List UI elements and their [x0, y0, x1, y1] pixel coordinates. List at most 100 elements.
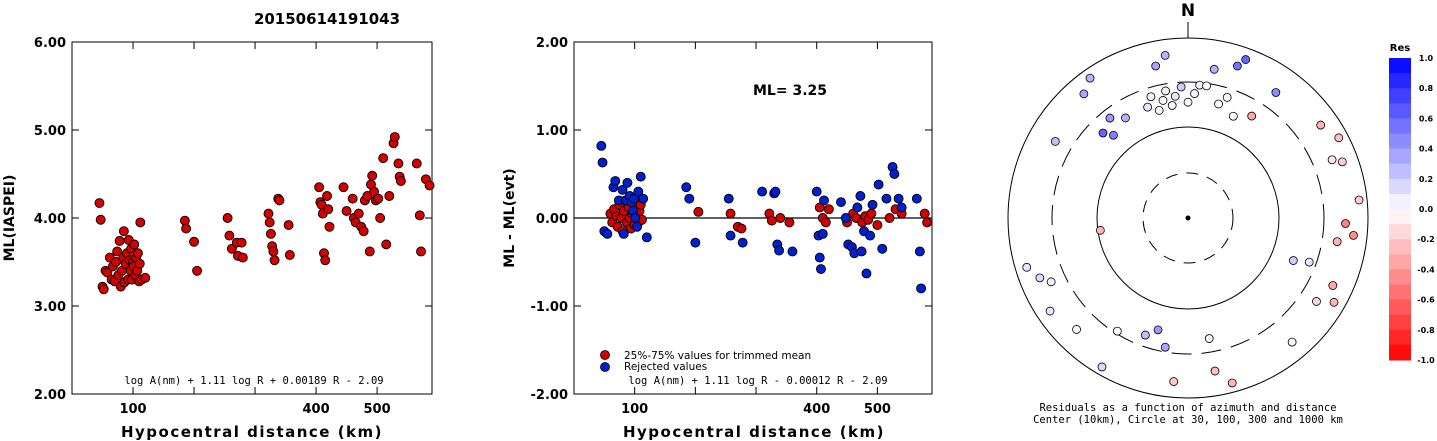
ml-point [320, 255, 331, 266]
colorbar-tick-label: -0.8 [1417, 326, 1435, 335]
ml-point [140, 272, 151, 283]
trimmed-point [736, 223, 747, 234]
ml-point [222, 213, 233, 223]
colorbar-cell [1389, 284, 1411, 301]
rejected-point [873, 179, 884, 190]
trimmed-point [820, 217, 831, 228]
residual-chart-ytick-label: -2.00 [531, 388, 568, 403]
ml-point [135, 217, 146, 228]
rejected-point [633, 186, 644, 197]
rejected-point [816, 264, 826, 274]
rejected-point [817, 228, 828, 239]
circle-100km [1096, 126, 1280, 310]
station-residual-point [1349, 230, 1358, 240]
rejected-point [770, 186, 781, 197]
station-residual-point [1050, 136, 1060, 146]
figure-title: 20150614191043 [254, 10, 400, 28]
colorbar-cell [1389, 58, 1411, 74]
trimmed-point [866, 208, 877, 219]
station-residual-point [1183, 97, 1193, 107]
residual-chart-points [596, 140, 933, 294]
ml-point [395, 176, 406, 186]
ml-point [274, 195, 285, 206]
ml-point [358, 226, 369, 237]
colorbar-tick-label: 0.8 [1419, 84, 1434, 93]
colorbar-cell [1389, 118, 1411, 134]
station-residual-point [1304, 257, 1314, 267]
colorbar-cell [1389, 224, 1411, 240]
colorbar-tick-label: 0.0 [1419, 205, 1434, 214]
colorbar-cell [1389, 193, 1411, 210]
ml-point [341, 206, 352, 216]
ml-point [347, 193, 358, 204]
station-residual-point [1170, 91, 1180, 101]
rejected-point [855, 191, 866, 201]
ml-point [389, 132, 400, 142]
ml-point [94, 198, 105, 208]
ml-point [181, 223, 192, 234]
colorbar-cell [1389, 163, 1411, 180]
station-residual-point [1112, 326, 1122, 336]
rejected-point [889, 169, 900, 179]
colorbar: Res 1.0 0.8 0.6 0.4 0.2 0.0 -0.2 -0.4 -0.6 -0.8 -1… [1389, 43, 1435, 365]
ml-point [118, 226, 129, 237]
ml-point [268, 246, 279, 257]
ml-point [378, 153, 389, 164]
station-residual-point [1046, 277, 1056, 287]
colorbar-cell [1389, 299, 1411, 316]
station-residual-point [1288, 256, 1298, 265]
residual-chart: -2.00 -1.00 0.00 1.00 2.00 100 400 500 ML - ML… [502, 36, 933, 441]
residual-chart-xtick-label: 400 [803, 402, 830, 417]
ml-chart: 2.00 3.00 4.00 5.00 6.00 100 400 500 ML(IASPEI… [2, 36, 435, 441]
colorbar-cell [1389, 314, 1411, 331]
colorbar-cell [1389, 103, 1411, 119]
ml-chart-formula: log A(nm) + 1.11 log R + 0.00189 R - 2.0… [124, 375, 383, 387]
ml-point [314, 182, 325, 193]
rejected-point [787, 246, 798, 257]
station-residual-point [1158, 96, 1168, 105]
station-residual-point [1095, 225, 1105, 235]
station-residual-point [1202, 81, 1211, 91]
ml-point [384, 191, 395, 201]
station-residual-point [1022, 262, 1032, 272]
colorbar-cell [1389, 88, 1411, 104]
ml-chart-ytick-label: 2.00 [34, 388, 66, 403]
colorbar-tick-label: -0.6 [1417, 296, 1435, 305]
rejected-point [867, 199, 878, 210]
ml-chart-ytick-label: 6.00 [34, 36, 66, 51]
residual-chart-y-ticks: -2.00 -1.00 0.00 1.00 2.00 [531, 36, 932, 403]
colorbar-cell [1389, 73, 1411, 89]
ml-point [322, 191, 333, 201]
rejected-point [737, 237, 748, 248]
ml-chart-xtick-label: 100 [119, 402, 146, 417]
colorbar-cells [1389, 58, 1411, 361]
residual-chart-x-ticks: 100 400 500 [621, 42, 891, 417]
ml-point [414, 210, 425, 221]
rejected-point [630, 213, 641, 223]
rejected-point [610, 176, 621, 186]
rejected-point [723, 193, 734, 204]
rejected-point [690, 237, 701, 248]
ml-point [375, 213, 386, 223]
colorbar-cell [1389, 269, 1411, 285]
rejected-point [856, 246, 867, 257]
ml-chart-xtick-label: 400 [302, 402, 329, 417]
trimmed-point [884, 213, 895, 223]
station-residual-point [1121, 113, 1130, 123]
rejected-point [757, 186, 768, 197]
rejected-point [814, 252, 825, 263]
rejected-point [684, 193, 695, 204]
north-label: N [1181, 1, 1195, 21]
ml-point [269, 255, 280, 266]
station-residual-point [1045, 306, 1055, 316]
residual-chart-xtick-label: 500 [864, 402, 891, 417]
ml-point [367, 170, 378, 181]
azimuth-map: N Residuals as a function of azimuth and… [1007, 1, 1369, 426]
ml-point [338, 182, 349, 193]
rejected-point [896, 202, 907, 213]
colorbar-cell [1389, 178, 1411, 195]
colorbar-title: Res [1390, 43, 1410, 54]
ml-point [424, 180, 435, 191]
ml-chart-xlabel: Hypocentral distance (km) [121, 423, 383, 441]
